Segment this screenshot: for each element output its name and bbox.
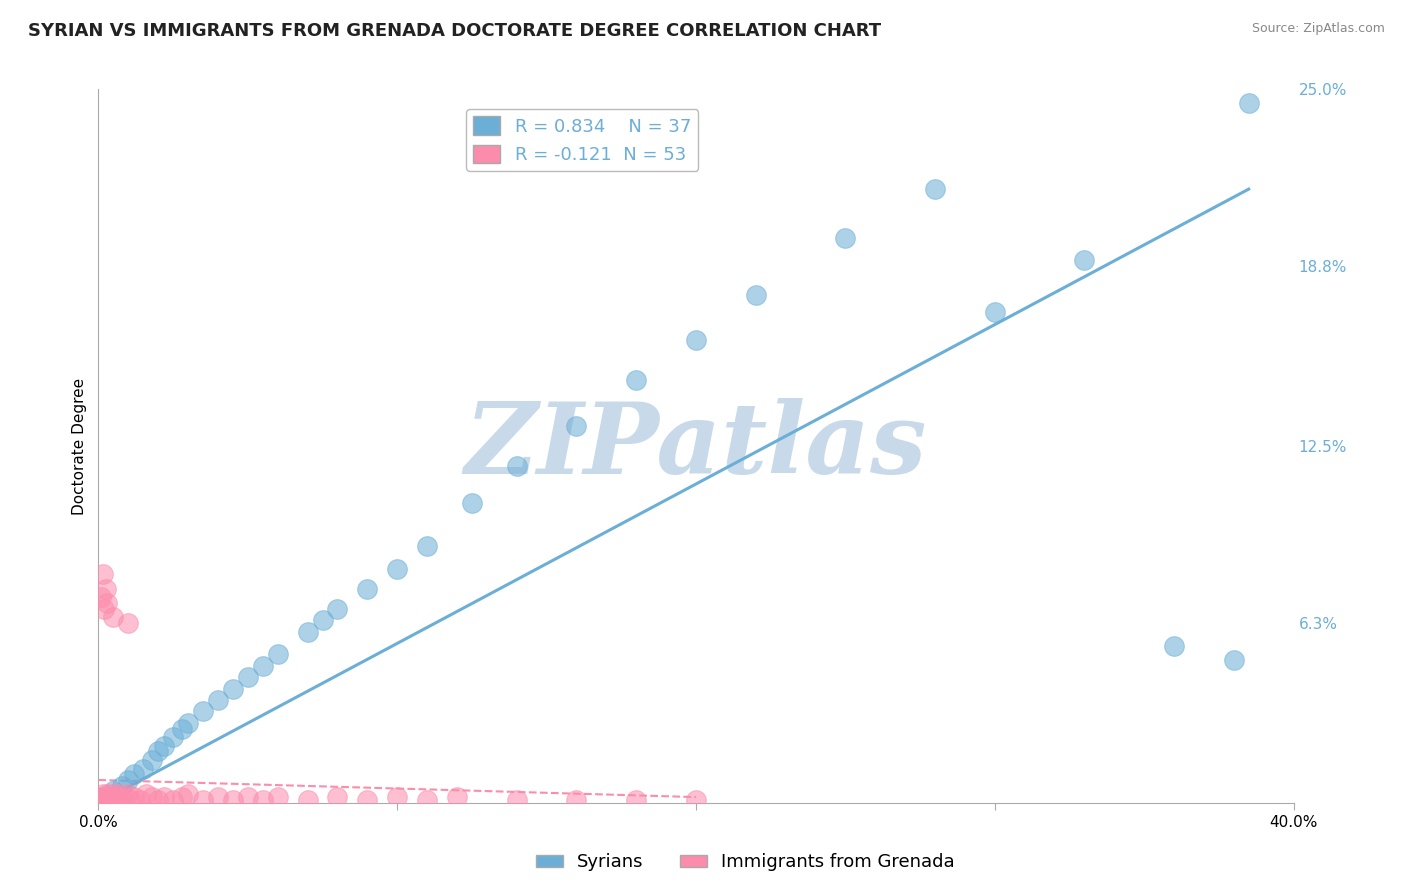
Point <box>446 790 468 805</box>
Point <box>311 613 333 627</box>
Text: Source: ZipAtlas.com: Source: ZipAtlas.com <box>1251 22 1385 36</box>
Point <box>1073 253 1095 268</box>
Point <box>141 753 163 767</box>
Point <box>177 715 200 730</box>
Point <box>267 648 290 662</box>
Point <box>98 790 122 805</box>
Point <box>105 793 128 807</box>
Point <box>91 793 114 807</box>
Point <box>117 787 139 801</box>
Point <box>177 787 200 801</box>
Point <box>107 787 129 801</box>
Point <box>117 772 139 787</box>
Point <box>162 793 184 807</box>
Point <box>506 793 529 807</box>
Legend: R = 0.834    N = 37, R = -0.121  N = 53: R = 0.834 N = 37, R = -0.121 N = 53 <box>465 109 699 171</box>
Point <box>267 790 290 805</box>
Point <box>148 793 170 807</box>
Point <box>108 790 131 805</box>
Point <box>685 334 707 348</box>
Point <box>93 790 115 805</box>
Point <box>1163 639 1185 653</box>
Point <box>93 601 115 615</box>
Text: SYRIAN VS IMMIGRANTS FROM GRENADA DOCTORATE DEGREE CORRELATION CHART: SYRIAN VS IMMIGRANTS FROM GRENADA DOCTOR… <box>28 22 882 40</box>
Point <box>416 539 439 553</box>
Point <box>141 790 163 805</box>
Legend: Syrians, Immigrants from Grenada: Syrians, Immigrants from Grenada <box>529 847 962 879</box>
Point <box>685 793 707 807</box>
Point <box>984 305 1007 319</box>
Point <box>135 787 157 801</box>
Point <box>97 793 120 807</box>
Point <box>90 591 112 605</box>
Point <box>104 790 127 805</box>
Point <box>385 562 409 576</box>
Point <box>626 373 648 387</box>
Point <box>1237 96 1260 111</box>
Point <box>191 705 214 719</box>
Point <box>101 787 124 801</box>
Point <box>356 793 378 807</box>
Point <box>626 793 648 807</box>
Point <box>207 790 229 805</box>
Y-axis label: Doctorate Degree: Doctorate Degree <box>72 377 87 515</box>
Point <box>103 610 125 624</box>
Point <box>924 182 946 196</box>
Point <box>94 582 117 596</box>
Point <box>506 458 529 473</box>
Point <box>162 730 184 744</box>
Point <box>222 681 245 696</box>
Point <box>565 419 588 434</box>
Point <box>129 793 152 807</box>
Point <box>356 582 378 596</box>
Point <box>326 601 349 615</box>
Point <box>172 722 194 736</box>
Point <box>745 287 768 301</box>
Point <box>120 793 142 807</box>
Point <box>96 787 118 801</box>
Point <box>111 779 134 793</box>
Point <box>96 596 118 610</box>
Point <box>94 790 117 805</box>
Text: ZIPatlas: ZIPatlas <box>465 398 927 494</box>
Point <box>90 790 112 805</box>
Point <box>124 767 146 781</box>
Point <box>91 787 114 801</box>
Point <box>153 790 176 805</box>
Point <box>91 567 114 582</box>
Point <box>148 744 170 758</box>
Point <box>252 793 274 807</box>
Point <box>153 739 176 753</box>
Point <box>1223 653 1246 667</box>
Point <box>236 670 259 684</box>
Point <box>385 790 409 805</box>
Point <box>461 496 484 510</box>
Point <box>297 793 319 807</box>
Point <box>89 793 111 807</box>
Point <box>416 793 439 807</box>
Point <box>297 624 319 639</box>
Point <box>191 793 214 807</box>
Point <box>236 790 259 805</box>
Point <box>834 230 856 244</box>
Point <box>90 793 112 807</box>
Point <box>103 793 125 807</box>
Point <box>222 793 245 807</box>
Point <box>172 790 194 805</box>
Point <box>111 793 134 807</box>
Point <box>326 790 349 805</box>
Point <box>207 693 229 707</box>
Point <box>124 790 146 805</box>
Point <box>117 615 139 630</box>
Point <box>565 793 588 807</box>
Point <box>96 790 118 805</box>
Point <box>252 658 274 673</box>
Point <box>132 762 155 776</box>
Point <box>103 784 125 798</box>
Point <box>93 793 115 807</box>
Point <box>114 790 136 805</box>
